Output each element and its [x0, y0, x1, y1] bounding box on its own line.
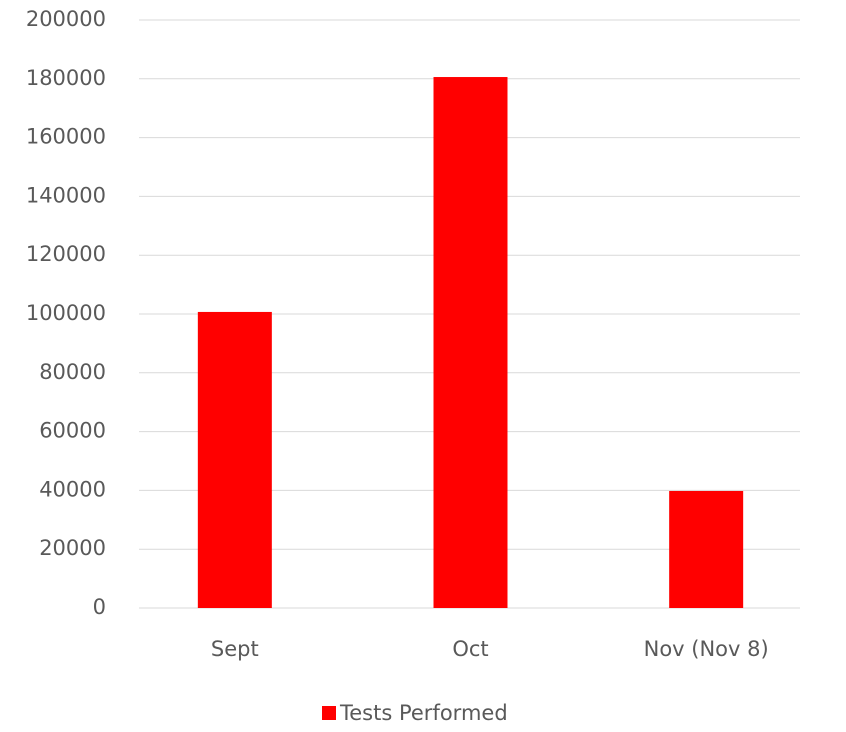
x-tick-label: Oct	[452, 637, 488, 661]
y-tick-label: 40000	[39, 477, 106, 501]
y-tick-label: 0	[93, 595, 106, 619]
y-tick-label: 160000	[26, 125, 106, 149]
x-tick-label: Nov (Nov 8)	[644, 637, 769, 661]
y-tick-label: 100000	[26, 301, 106, 325]
bar	[433, 77, 508, 608]
y-tick-label: 120000	[26, 242, 106, 266]
y-tick-label: 80000	[39, 360, 106, 384]
y-tick-label: 180000	[26, 66, 106, 90]
x-tick-label: Sept	[211, 637, 259, 661]
bar	[197, 311, 272, 608]
y-tick-label: 60000	[39, 419, 106, 443]
bar	[669, 490, 744, 608]
y-tick-label: 140000	[26, 183, 106, 207]
y-tick-label: 20000	[39, 536, 106, 560]
legend-swatch	[322, 706, 336, 720]
y-tick-label: 200000	[26, 7, 106, 31]
legend-label: Tests Performed	[339, 701, 508, 725]
